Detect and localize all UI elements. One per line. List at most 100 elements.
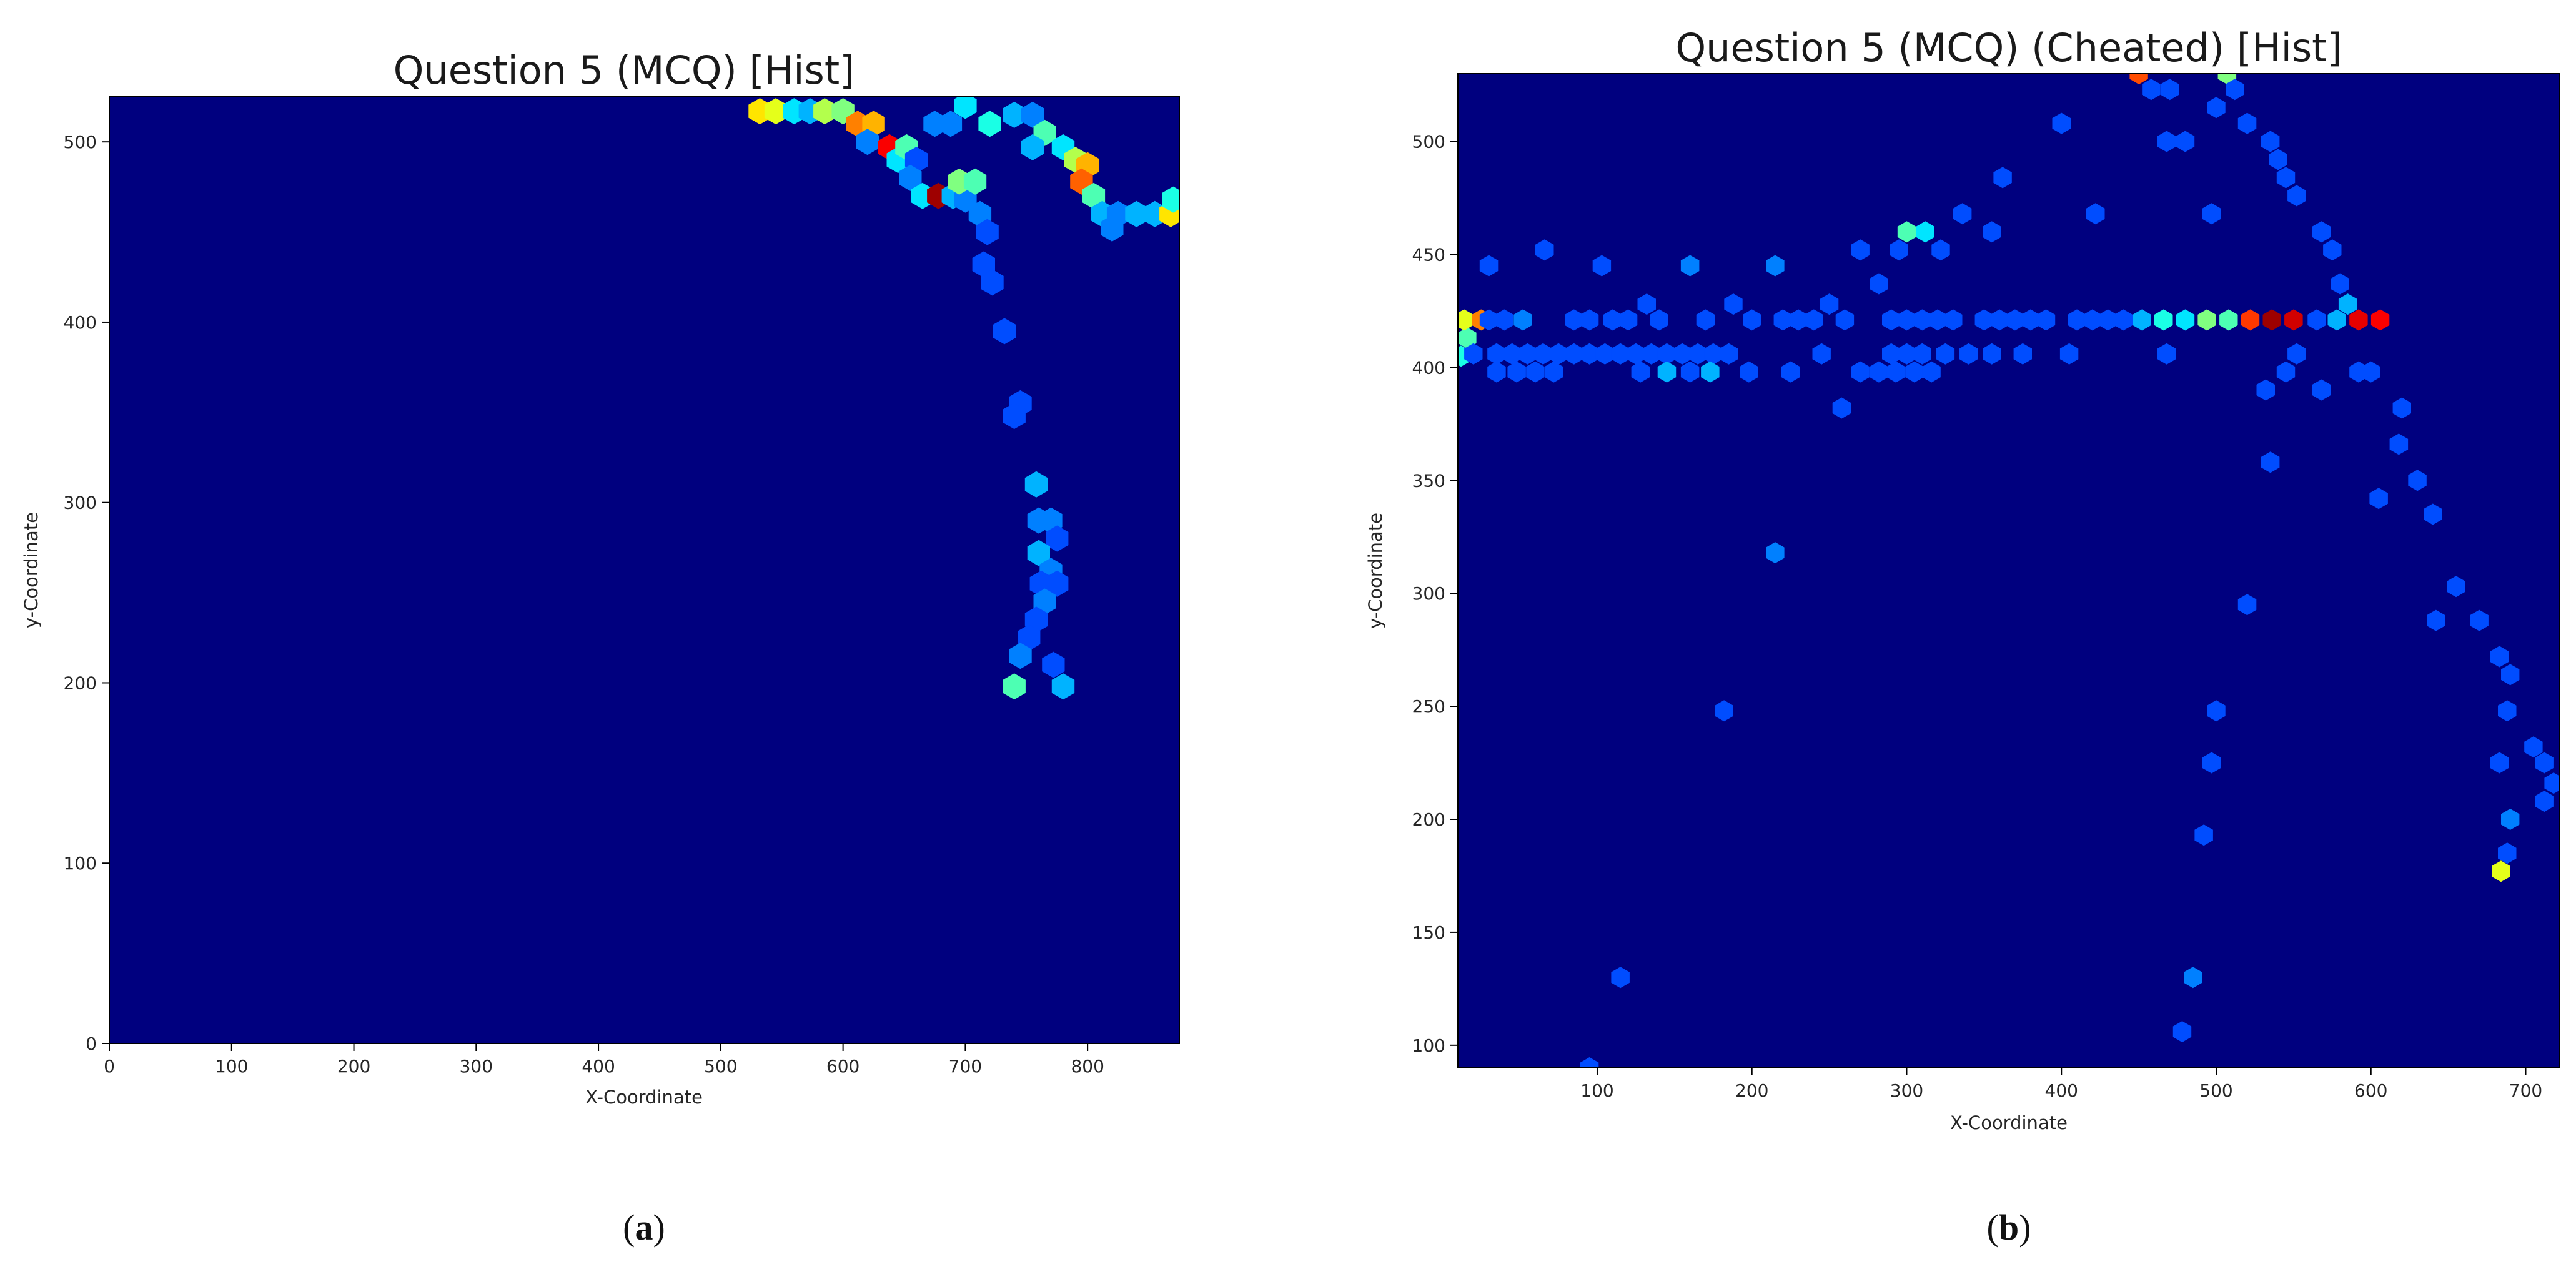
panel-b-hexbin-40 xyxy=(2202,203,2221,225)
panel-b-hexbin-57 xyxy=(1913,309,1931,331)
panel-b-hexbin-138 xyxy=(2470,609,2489,631)
panel-b-hexbin-73 xyxy=(2219,309,2238,331)
panel-b-hexbin-108 xyxy=(2287,343,2306,365)
panel-b-hexbin-87 xyxy=(1565,343,1583,365)
panel-b-hexbin-75 xyxy=(2262,309,2281,331)
panel-a-y-tick-label: 500 xyxy=(64,132,97,152)
panel-b-hexbin-18 xyxy=(1743,309,1761,331)
panel-b-hexbin-52 xyxy=(2338,293,2357,315)
panel-b-hexbin-66 xyxy=(2083,309,2102,331)
panel-b-hexbin-99 xyxy=(1882,343,1901,365)
panel-b-hexbin-150 xyxy=(2501,809,2520,830)
panel-b-hexbin-61 xyxy=(1990,309,2009,331)
panel-a-x-tick-label: 700 xyxy=(949,1056,982,1077)
panel-b-title: Question 5 (MCQ) (Cheated) [Hist] xyxy=(1675,25,2342,71)
panel-a-hexbin-13 xyxy=(899,164,922,191)
panel-b-hexbin-24 xyxy=(1851,239,1870,261)
panel-b-hexbin-56 xyxy=(1897,309,1916,331)
panel-a-x-tick-label: 800 xyxy=(1071,1056,1104,1077)
panel-a-x-tick-label: 500 xyxy=(704,1056,737,1077)
panel-b-x-tick-label: 700 xyxy=(2509,1080,2542,1101)
panel-a-hexbin-35 xyxy=(1125,200,1148,227)
panel-a-hexbin-61 xyxy=(1042,651,1065,678)
panel-b-hexbin-20 xyxy=(1773,309,1792,331)
panel-a-hexbin-41 xyxy=(976,219,999,245)
panel-b-hexbin-91 xyxy=(1627,343,1645,365)
panel-a-hexbin-60 xyxy=(1051,673,1075,700)
panel-a-x-tick-label: 0 xyxy=(104,1056,115,1077)
panel-b-hexbin-124 xyxy=(2276,361,2296,383)
panel-b-hexbin-131 xyxy=(2389,433,2409,455)
panel-b-y-tick-label: 500 xyxy=(1412,132,1445,152)
panel-b-hexbin-102 xyxy=(1936,343,1955,365)
panel-b-x-tick-label: 400 xyxy=(2045,1080,2078,1101)
panel-b-hexbin-71 xyxy=(2176,309,2195,331)
panel-a-hexbin-44 xyxy=(993,318,1016,345)
panel-b-hexbin-49 xyxy=(2312,221,2331,243)
panel-b-hexbin-45 xyxy=(2261,131,2280,152)
panel-b-hexbin-147 xyxy=(2544,772,2560,794)
panel-b-hexbin-63 xyxy=(2021,309,2040,331)
panel-a-hexbins xyxy=(748,97,1179,700)
panel-b-hexbin-92 xyxy=(1642,343,1661,365)
panel-b-hexbin-149 xyxy=(2490,752,2509,774)
panel-a-hexbin-54 xyxy=(1046,570,1069,597)
panel-b-hexbin-74 xyxy=(2241,309,2260,331)
panel-b-hexbin-32 xyxy=(1993,167,2012,189)
panel-b-axes-frame xyxy=(1457,73,2560,1068)
panel-b-hexbin-26 xyxy=(1890,239,1908,261)
panel-b-hexbin-28 xyxy=(1916,221,1934,243)
panel-a-title: Question 5 (MCQ) [Hist] xyxy=(394,47,855,93)
panel-b-hexbin-132 xyxy=(2408,470,2427,491)
panel-b-hexbin-44 xyxy=(2237,112,2257,134)
panel-b-y-tick-label: 200 xyxy=(1412,809,1445,830)
panel-b-hexbin-33 xyxy=(2052,112,2071,134)
panel-b-hexbin-34 xyxy=(2086,203,2105,225)
panel-a-hexbin-19 xyxy=(963,168,987,195)
panel-b-hexbin-64 xyxy=(2036,309,2056,331)
panel-b-hexbin-126 xyxy=(2362,361,2380,383)
panel-a-x-tick-label: 300 xyxy=(460,1056,493,1077)
panel-b-hexbin-80 xyxy=(2370,309,2390,331)
panel-a-hexbin-25 xyxy=(1021,101,1044,128)
panel-b-hexbin-157 xyxy=(2172,1021,2192,1043)
panel-a-x-ticks: 0 100 200 300 400 500 600 700 800 xyxy=(104,1043,1104,1077)
panel-b-hexbin-100 xyxy=(1897,343,1916,365)
panel-b-hexbin-13 xyxy=(1637,293,1656,315)
panel-b-hexbin-17 xyxy=(1724,293,1743,315)
panel-b-hexbin-116 xyxy=(1701,361,1720,383)
panel-b-hexbin-53 xyxy=(1479,309,1499,331)
panel-b-hexbin-60 xyxy=(1974,309,1994,331)
panel-b-hexbin-19 xyxy=(1766,255,1785,277)
panel-b-hexbin-98 xyxy=(1812,343,1831,365)
panel-a-hexbin-23 xyxy=(978,111,1001,137)
panel-b-hexbin-140 xyxy=(1766,542,1785,564)
panel-b-hexbin-38 xyxy=(2157,131,2176,152)
panel-a-hexbin-4 xyxy=(813,98,836,125)
panel-b-hexbin-51 xyxy=(2331,273,2349,295)
panel-b-hexbin-59 xyxy=(1944,309,1963,331)
panel-a-x-axis-label: X-Coordinate xyxy=(585,1087,703,1108)
panel-b-y-tick-label: 100 xyxy=(1412,1035,1445,1056)
panel-b-hexbin-97 xyxy=(1719,343,1738,365)
panel-b-hexbin-78 xyxy=(2327,309,2346,331)
panel-b-hexbin-118 xyxy=(1781,361,1800,383)
panel-b-hexbins xyxy=(1458,74,2560,1068)
panel-b-hexbin-84 xyxy=(1518,343,1537,365)
panel-b-hexbin-5 xyxy=(1495,309,1513,331)
panel-b-hexbin-129 xyxy=(2312,379,2331,401)
panel-a-hexbin-51 xyxy=(1027,540,1050,566)
panel-b-hexbin-158 xyxy=(1611,967,1630,989)
panel-b-hexbin-113 xyxy=(1631,361,1650,383)
panel-b-hexbin-141 xyxy=(1715,700,1733,722)
panel-b-hexbin-121 xyxy=(1886,361,1905,383)
panel-b-hexbin-142 xyxy=(2490,646,2509,668)
panel-b-hexbin-112 xyxy=(1544,361,1563,383)
panel-a-x-tick-label: 600 xyxy=(826,1056,859,1077)
panel-b-y-tick-label: 400 xyxy=(1412,357,1445,378)
panel-b-hexbin-42 xyxy=(2217,74,2237,84)
panel-b-hexbin-30 xyxy=(1953,203,1972,225)
panel-b-x-tick-label: 300 xyxy=(1890,1080,1923,1101)
panel-b-hexbin-134 xyxy=(2261,451,2280,473)
